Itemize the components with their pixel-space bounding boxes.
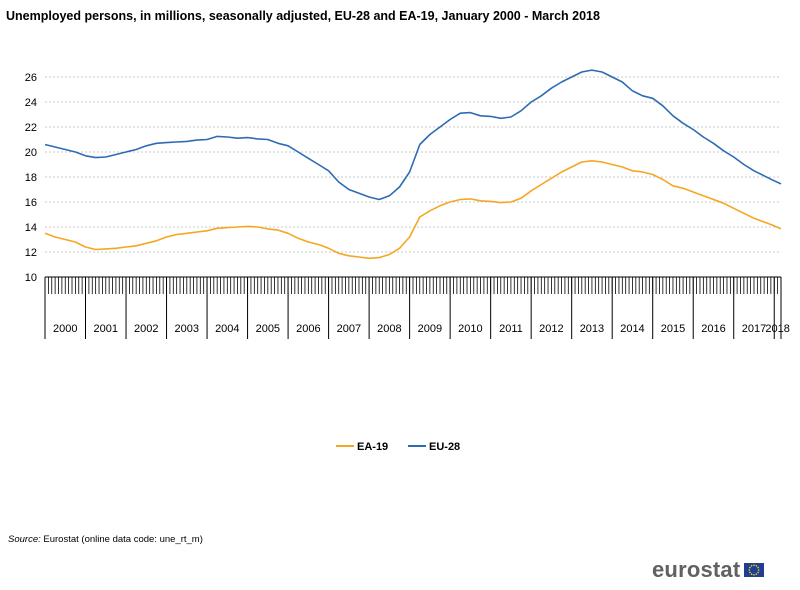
- y-tick-label: 12: [25, 247, 37, 259]
- source-note: Source: Eurostat (online data code: une_…: [8, 534, 203, 545]
- x-tick-label: 2001: [94, 323, 118, 335]
- source-text: Eurostat (online data code: une_rt_m): [40, 534, 203, 545]
- x-tick-label: 2011: [499, 323, 523, 335]
- y-tick-label: 26: [25, 72, 37, 84]
- series-lines: [44, 69, 782, 260]
- series-line-ea-19: [44, 160, 782, 260]
- chart-title: Unemployed persons, in millions, seasona…: [6, 9, 600, 23]
- x-tick-label: 2003: [175, 323, 199, 335]
- x-tick-label: 2012: [539, 323, 563, 335]
- logo-text: eurostat: [652, 557, 741, 582]
- x-tick-label: 2000: [53, 323, 77, 335]
- eurostat-logo: eurostat: [652, 557, 765, 582]
- x-tick-label: 2007: [337, 323, 361, 335]
- x-tick-label: 2017: [742, 323, 766, 335]
- x-tick-label: 2006: [296, 323, 320, 335]
- legend: EA-19 EU-28: [336, 441, 460, 453]
- y-tick-label: 18: [25, 172, 37, 184]
- legend-label-eu-28: EU-28: [429, 441, 460, 453]
- y-tick-label: 22: [25, 122, 37, 134]
- y-tick-label: 16: [25, 197, 37, 209]
- y-tick-label: 14: [25, 222, 37, 234]
- x-tick-label: 2008: [377, 323, 401, 335]
- x-tick-label: 2002: [134, 323, 158, 335]
- x-tick-label: 2015: [661, 323, 685, 335]
- y-axis-ticks: 10 12 14 16 18 20 22 24 26: [25, 72, 37, 284]
- x-tick-label: 2009: [418, 323, 442, 335]
- x-axis: 2000 2001 2002 2003 2004 2005 2006 2007 2008 2009…: [44, 276, 790, 339]
- legend-label-ea-19: EA-19: [357, 441, 388, 453]
- x-tick-label: 2010: [458, 323, 482, 335]
- series-line-eu-28: [44, 69, 782, 201]
- x-tick-label: 2013: [580, 323, 604, 335]
- x-tick-label: 2004: [215, 323, 239, 335]
- eu-flag-icon: [744, 563, 765, 577]
- y-tick-label: 24: [25, 97, 37, 109]
- x-tick-label: 2016: [701, 323, 725, 335]
- x-tick-label: 2014: [620, 323, 644, 335]
- y-tick-label: 10: [25, 272, 37, 284]
- y-tick-label: 20: [25, 147, 37, 159]
- x-tick-label: 2018: [765, 323, 789, 335]
- x-tick-label: 2005: [256, 323, 280, 335]
- source-label: Source:: [8, 534, 41, 545]
